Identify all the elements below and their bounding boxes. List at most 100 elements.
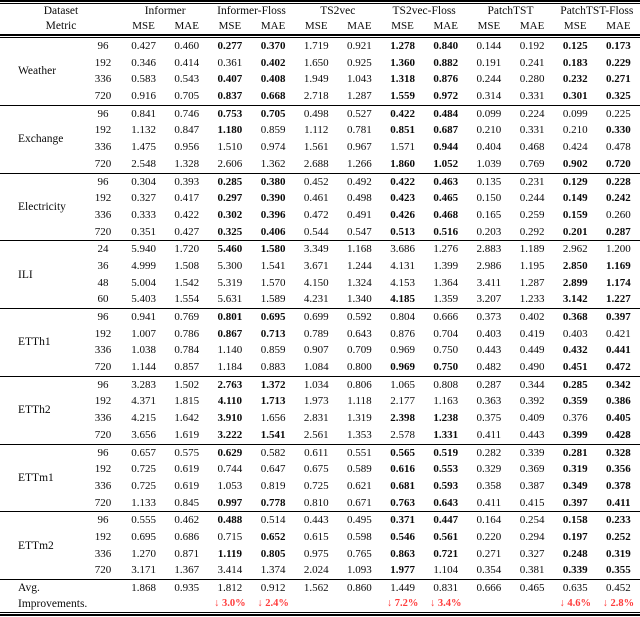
value-cell: 0.375 [476,412,502,425]
value-cell: 0.129 [562,175,588,188]
value-cell: 0.847 [174,124,200,137]
value-cell: 0.484 [433,107,459,120]
avg-improvements-label: Avg. Improvements. [0,580,122,612]
value-cell: 4.150 [303,276,329,289]
value-cell: 1.278 [390,40,415,52]
value-cell: 0.191 [476,56,502,69]
value-cell: 0.941 [131,311,156,323]
value-cell: 0.330 [606,124,631,137]
value-cell: 0.427 [174,225,200,238]
value-cell: 0.575 [174,446,200,459]
value-cell: 1.399 [433,259,459,272]
value-cell: 0.344 [519,378,545,391]
value-cell: 1.502 [174,378,200,391]
avg-value-cell: 0.635 [562,582,588,594]
value-cell: 0.561 [433,530,459,543]
value-cell: 0.491 [347,208,372,221]
value-cell: 0.492 [347,175,372,188]
value-cell: 0.125 [562,40,588,52]
value-cell: 0.192 [519,40,545,52]
value-cell: 0.555 [131,514,156,527]
value-cell: 1.144 [131,361,156,374]
value-cell: 1.656 [260,412,286,425]
value-cell: 1.475 [131,141,156,154]
value-cell: 0.841 [131,107,156,120]
horizon-label: 336 [94,412,112,425]
value-cell: 0.553 [433,463,459,476]
dataset-block-ettm2: ETTm2 96 0.555 0.462 0.488 0.514 0.443 0.495 0.3… [0,512,640,580]
horizon-label: 336 [94,479,112,492]
value-cell: 0.778 [260,496,286,509]
dataset-label: ETTm2 [18,539,54,552]
metric-header-mse-2: MSE [218,20,242,32]
avg-value-cell: 0.935 [174,582,200,594]
value-cell: 0.229 [606,56,631,69]
value-cell: 1.043 [347,73,372,86]
metric-header-mse-6: MSE [391,20,414,32]
value-cell: 0.851 [390,124,415,137]
value-cell: 4.185 [390,293,415,306]
value-cell: 0.972 [433,90,459,103]
value-cell: 0.643 [433,496,459,509]
value-cell: 0.339 [562,564,588,577]
horizon-label: 60 [97,293,109,306]
value-cell: 0.997 [217,496,243,509]
value-cell: 5.004 [131,276,156,289]
value-cell: 0.402 [519,311,545,323]
value-cell: 0.441 [606,344,631,357]
horizon-label: 336 [94,208,112,221]
value-cell: 0.784 [174,344,200,357]
value-cell: 0.443 [519,428,545,441]
value-cell: 4.110 [217,395,242,408]
value-cell: 2.561 [303,428,329,441]
improvement-cell: ↓ 7.2% [386,598,419,609]
value-cell: 0.331 [519,90,545,103]
value-cell: 1.340 [347,293,372,306]
value-cell: 1.571 [390,141,415,154]
avg-value-cell: 1.449 [390,582,415,594]
value-cell: 0.203 [476,225,502,238]
value-cell: 1.238 [433,412,459,425]
value-cell: 0.402 [260,56,286,69]
value-cell: 1.270 [131,547,156,560]
value-cell: 0.244 [476,73,502,86]
value-cell: 2.688 [303,157,329,170]
value-cell: 1.362 [260,157,286,170]
value-cell: 2.578 [390,428,415,441]
value-cell: 0.806 [347,378,372,391]
value-cell: 1.977 [390,564,415,577]
value-cell: 1.561 [303,141,329,154]
value-cell: 0.386 [606,395,631,408]
value-cell: 0.368 [562,311,588,323]
value-cell: 0.158 [562,514,588,527]
value-cell: 0.527 [347,107,372,120]
value-cell: 4.371 [131,395,156,408]
value-cell: 0.396 [260,208,286,221]
value-cell: 0.902 [562,157,588,170]
value-cell: 2.763 [217,378,243,391]
improvement-cell: ↓ 3.4% [429,598,462,609]
value-cell: 0.231 [519,175,545,188]
value-cell: 0.183 [562,56,588,69]
value-cell: 0.725 [131,463,156,476]
value-cell: 0.705 [260,107,286,120]
horizon-label: 720 [94,361,112,374]
value-cell: 3.349 [303,243,329,256]
value-cell: 0.277 [217,40,243,52]
value-cell: 0.325 [606,90,631,103]
value-cell: 1.542 [174,276,200,289]
value-cell: 0.765 [347,547,372,560]
value-cell: 1.007 [131,327,156,340]
dataset-label: ILI [18,268,33,281]
value-cell: 3.283 [131,378,156,391]
metric-header-mae-11: MAE [606,20,631,32]
value-cell: 0.447 [433,514,459,527]
metric-header-mae-1: MAE [174,20,199,32]
value-cell: 0.705 [174,90,200,103]
value-cell: 1.360 [390,56,415,69]
horizon-label: 96 [97,378,109,391]
improvement-cell: ↓ 3.0% [214,598,246,609]
horizon-label: 96 [97,40,109,52]
value-cell: 1.328 [174,157,200,170]
value-cell: 0.358 [476,479,502,492]
